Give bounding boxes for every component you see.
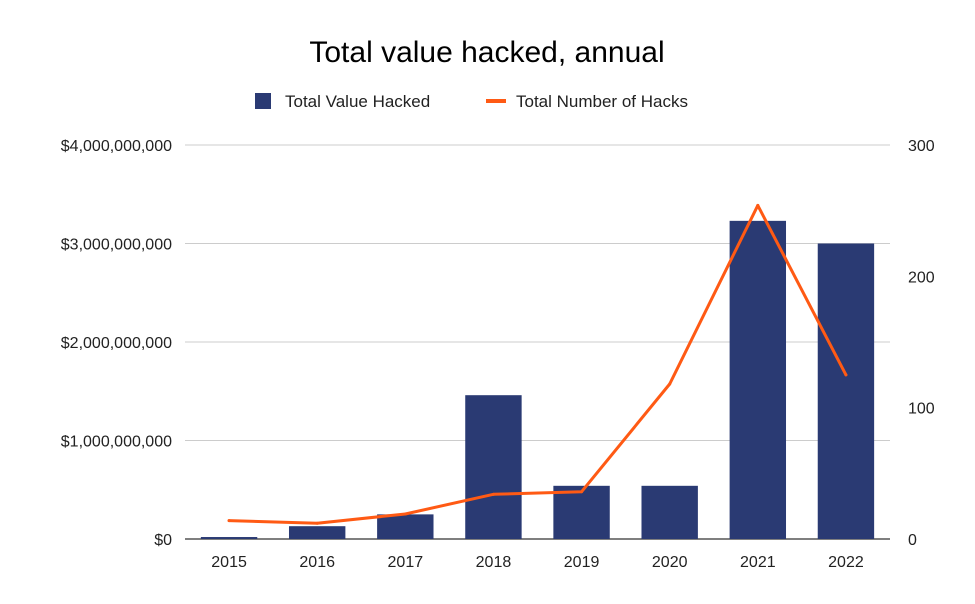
x-axis-tick-label: 2022 [828,554,864,571]
hacks-count-point-2015 [227,519,231,523]
chart-title: Total value hacked, annual [309,36,664,69]
left-axis-tick-label: $2,000,000,000 [61,335,172,352]
x-axis-tick-label: 2021 [740,554,776,571]
bar-2018 [465,395,522,539]
bar-2022 [817,243,875,539]
bar-2021 [729,220,787,539]
hacks-count-line [227,203,848,525]
left-axis-tick-label: $3,000,000,000 [61,237,172,254]
legend-label-value-hacked: Total Value Hacked [285,92,430,111]
right-axis: 0 100 200 300 [908,138,935,549]
hacks-count-point-2018 [491,492,495,496]
bar-2020 [641,485,698,539]
legend-swatch-number-of-hacks [486,99,506,103]
x-axis-tick-label: 2016 [299,554,335,571]
x-axis-tick-label: 2020 [652,554,688,571]
left-axis-tick-label: $4,000,000,000 [61,138,172,155]
bar-2016 [288,526,346,539]
hacks-count-point-2016 [315,521,319,525]
legend-swatch-value-hacked [255,93,271,109]
legend: Total Value Hacked Total Number of Hacks [255,92,688,111]
hacks-count-point-2021 [756,203,760,207]
line-series [227,203,848,525]
x-axis-tick-label: 2018 [476,554,512,571]
right-axis-tick-label: 100 [908,401,935,418]
hacks-count-point-2020 [668,382,672,386]
right-axis-tick-label: 200 [908,269,935,286]
bar-2019 [553,485,610,539]
hacks-count-point-2019 [580,490,584,494]
left-axis-tick-label: $0 [154,532,172,549]
bar-series [200,220,875,539]
hacks-count-point-2022 [844,373,848,377]
legend-label-number-of-hacks: Total Number of Hacks [516,92,688,111]
right-axis-tick-label: 300 [908,138,935,155]
x-axis: 2015 2016 2017 2018 2019 2020 2021 2022 [211,554,864,571]
hacks-count-point-2017 [403,512,407,516]
x-axis-tick-label: 2015 [211,554,247,571]
x-axis-tick-label: 2019 [564,554,600,571]
x-axis-tick-label: 2017 [388,554,424,571]
bar-2017 [377,514,434,539]
left-axis-tick-label: $1,000,000,000 [61,434,172,451]
right-axis-tick-label: 0 [908,532,917,549]
left-axis: $0 $1,000,000,000 $2,000,000,000 $3,000,000… [61,138,172,549]
bar-2015 [200,537,258,539]
